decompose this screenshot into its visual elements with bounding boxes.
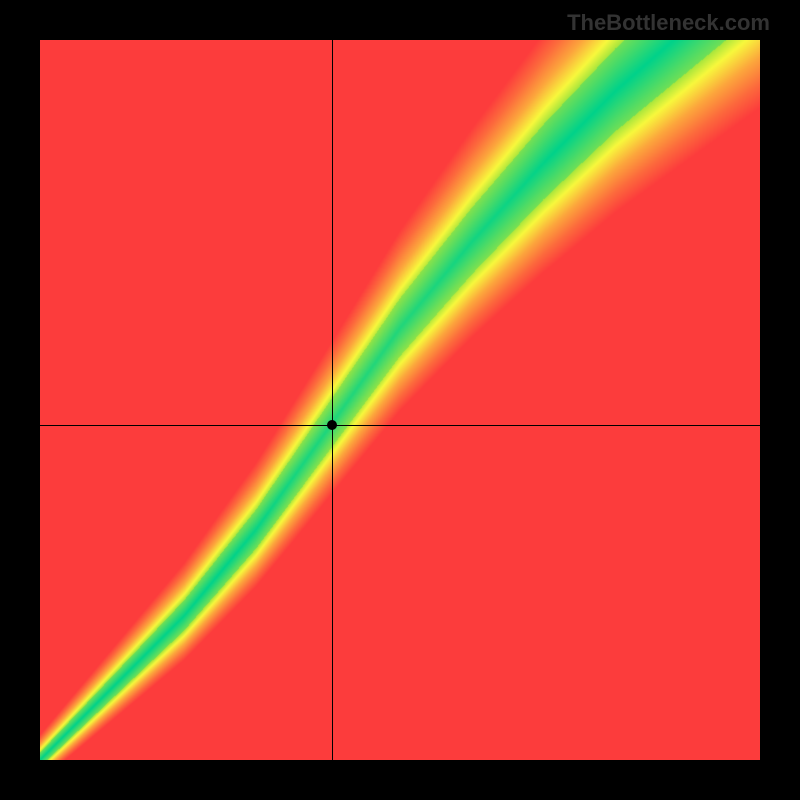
- watermark-text: TheBottleneck.com: [567, 10, 770, 36]
- data-point-marker: [327, 420, 337, 430]
- crosshair-horizontal: [40, 425, 760, 426]
- heatmap-plot-area: [40, 40, 760, 760]
- crosshair-vertical: [332, 40, 333, 760]
- chart-container: TheBottleneck.com: [0, 0, 800, 800]
- heatmap-canvas: [40, 40, 760, 760]
